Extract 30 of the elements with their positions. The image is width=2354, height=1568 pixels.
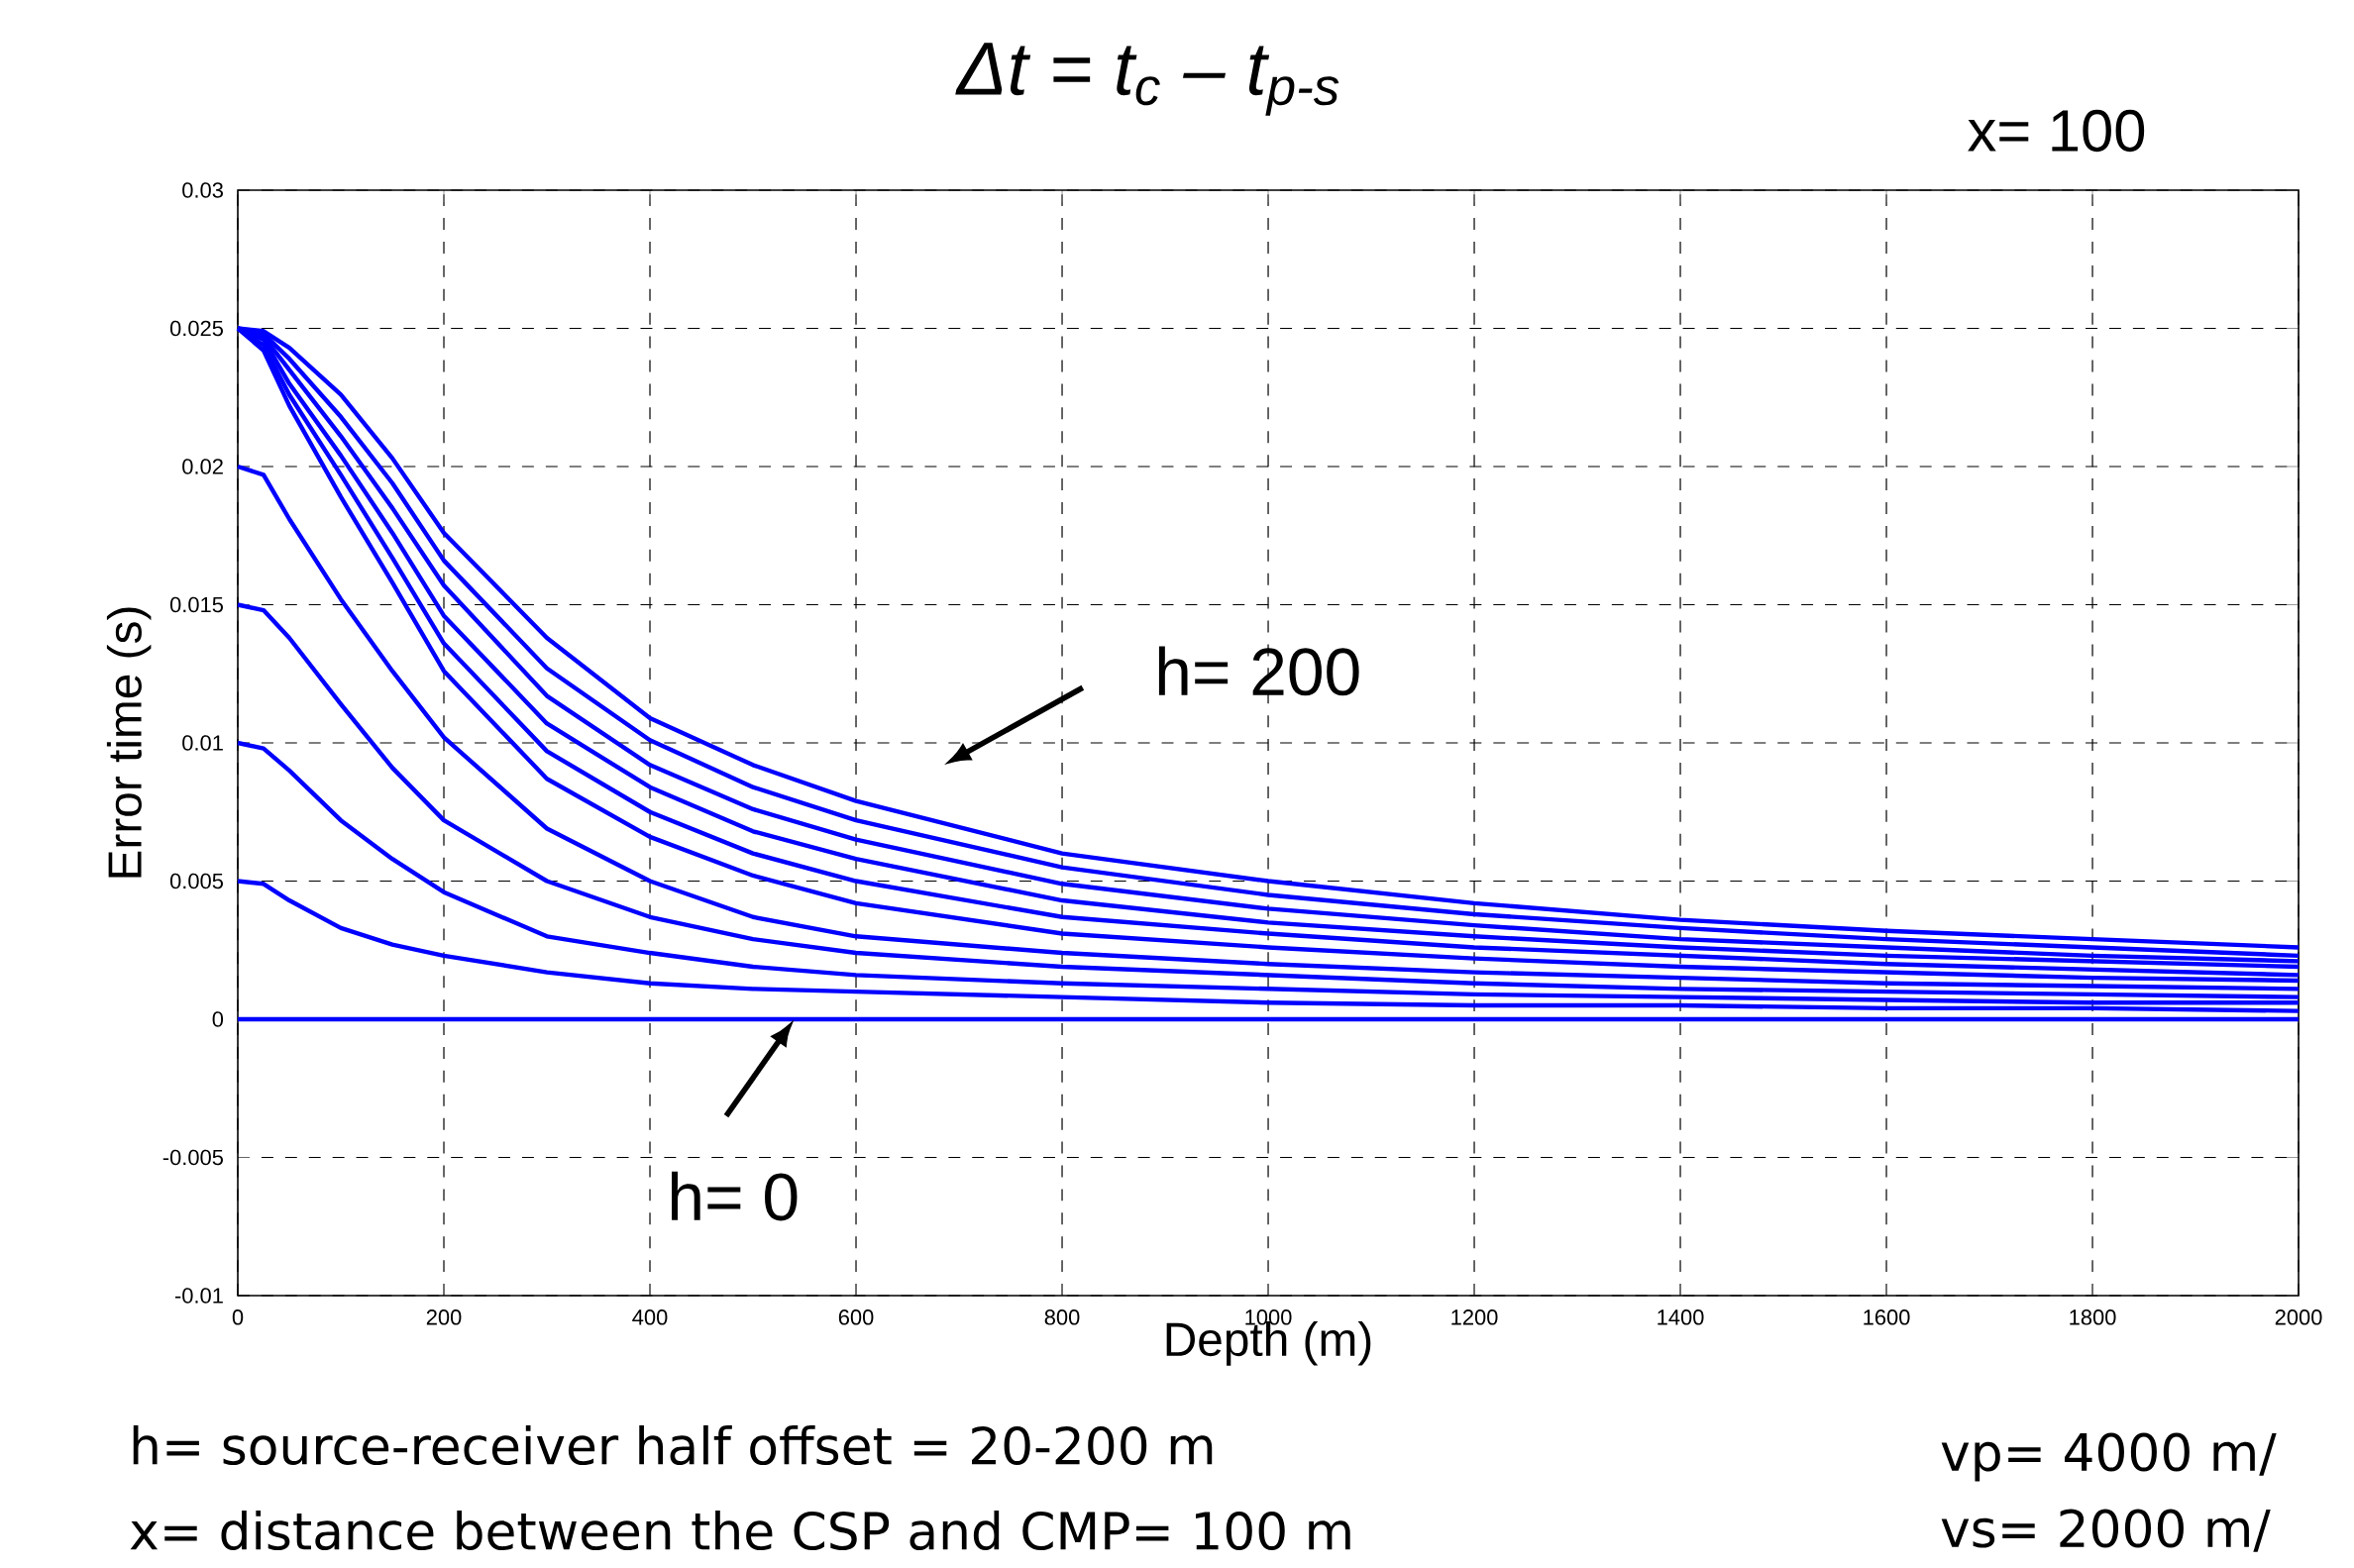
x-tick-label: 200 — [426, 1309, 462, 1325]
x-tick-label: 2000 — [2275, 1309, 2322, 1325]
text: h= source-receiver half offset = 20-200 m — [133, 1424, 1213, 1466]
x-tick-label: 800 — [1044, 1309, 1080, 1325]
text: x= distance between the CSP and CMP= 100 m — [130, 1510, 1350, 1551]
y-tick-label: -0.01 — [174, 1288, 223, 1304]
y-tick-label: 0.02 — [182, 459, 223, 474]
y-axis-title: Error time (s) — [106, 607, 152, 878]
x-tick-label: 1800 — [2070, 1309, 2116, 1325]
annotation: h= 0 — [672, 1171, 798, 1221]
y-tick-label: -0.005 — [162, 1149, 223, 1166]
x-tick-label: 600 — [838, 1309, 874, 1325]
text: x= 100 — [1968, 109, 2145, 153]
chart-title: Δt = t$_{c}$ – t$_{p-s}$ — [955, 43, 1339, 116]
line-series — [235, 879, 2301, 1013]
y-tick-label: 0.005 — [169, 873, 223, 889]
text: vp= 4000 m/ — [1941, 1432, 2277, 1482]
x-tick-label: 0 — [232, 1309, 244, 1325]
y-tick-label: 0.025 — [169, 320, 223, 337]
x-tick-label: 1400 — [1658, 1309, 1704, 1325]
y-tick-label: 0.01 — [182, 735, 223, 751]
annotation: h= 200 — [1158, 646, 1359, 696]
x-tick-label: 1200 — [1451, 1309, 1498, 1325]
x-tick-label: 1600 — [1864, 1309, 1910, 1325]
y-tick-label: 0.015 — [169, 596, 223, 613]
text: vs= 2000 m/ — [1941, 1509, 2271, 1552]
y-tick-label: 0 — [212, 1011, 224, 1027]
line-series — [235, 464, 2301, 992]
x-tick-label: 400 — [632, 1309, 668, 1325]
y-tick-label: 0.03 — [182, 182, 223, 198]
